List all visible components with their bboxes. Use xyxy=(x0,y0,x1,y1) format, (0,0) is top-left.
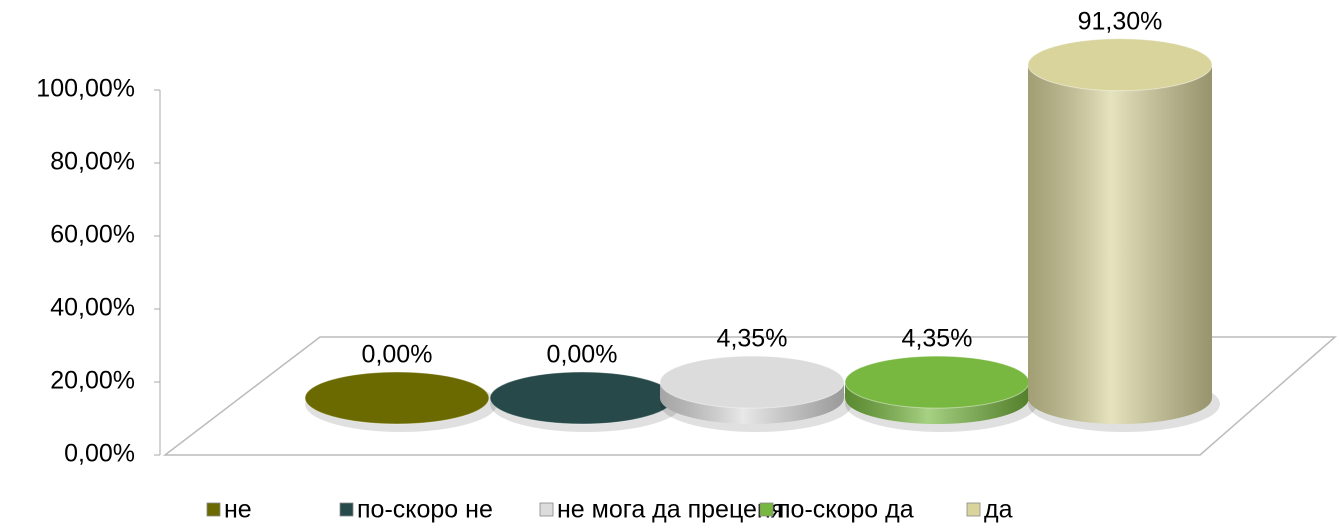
legend-label: по-скоро да xyxy=(777,496,914,524)
cylinder-shade xyxy=(660,382,844,424)
y-tick-label: 40,00% xyxy=(50,294,135,322)
legend-swatch xyxy=(759,502,774,517)
cylinder-top xyxy=(1027,38,1213,92)
data-label: 4,35% xyxy=(902,325,973,353)
data-label: 0,00% xyxy=(547,341,618,369)
legend-swatch xyxy=(539,502,554,517)
y-tick-label: 80,00% xyxy=(50,148,135,176)
y-tick-label: 60,00% xyxy=(50,221,135,249)
legend-label: по-скоро не xyxy=(357,496,493,524)
legend-label: не xyxy=(224,496,252,524)
cylinder-shade xyxy=(845,382,1029,424)
y-tick-label: 0,00% xyxy=(64,440,135,468)
cylinder-shade xyxy=(1028,64,1212,424)
legend-label: да xyxy=(984,496,1013,524)
cylinder-top xyxy=(304,371,490,425)
floor xyxy=(162,336,1337,456)
cylinder-top xyxy=(489,371,675,425)
legend-swatch xyxy=(966,502,981,517)
legend-swatch xyxy=(206,502,221,517)
legend-swatch xyxy=(339,502,354,517)
y-tick-label: 100,00% xyxy=(36,75,135,103)
data-label: 91,30% xyxy=(1078,7,1163,35)
data-label: 4,35% xyxy=(717,325,788,353)
data-label: 0,00% xyxy=(362,341,433,369)
legend-label: не мога да преценя xyxy=(557,496,784,524)
cylinder-top xyxy=(659,355,845,409)
y-tick-label: 20,00% xyxy=(50,367,135,395)
cylinder-top xyxy=(844,355,1030,409)
